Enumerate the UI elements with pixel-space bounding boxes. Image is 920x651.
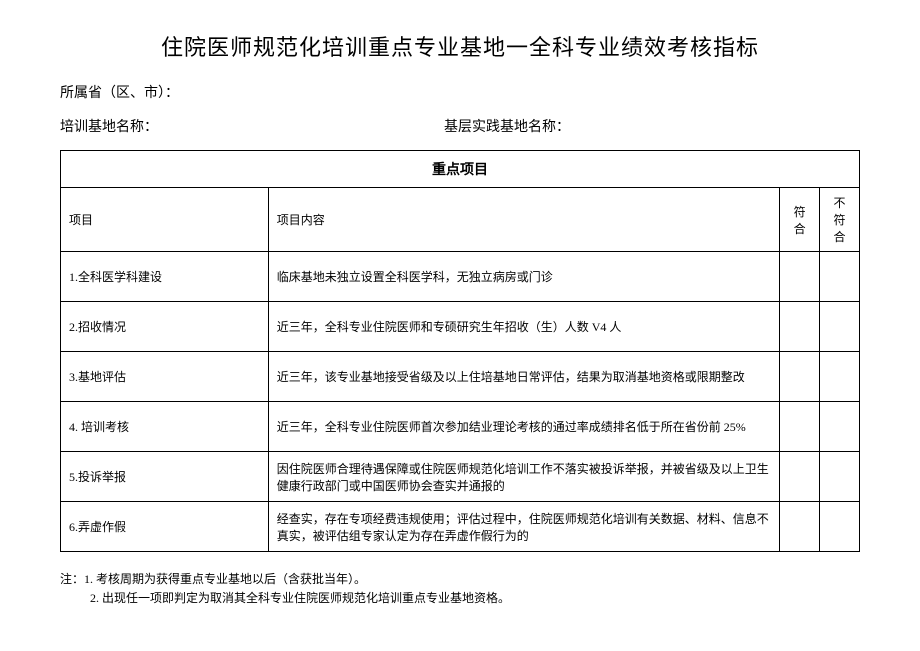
- key-items-table: 重点项目 项目 项目内容 符合 不符合 1.全科医学科建设 临床基地未独立设置全…: [60, 150, 860, 552]
- notes-block: 注：1. 考核周期为获得重点专业基地以后（含获批当年）。 2. 出现任一项即判定…: [60, 570, 860, 608]
- col-content: 项目内容: [268, 188, 779, 252]
- meta-row: 培训基地名称： 基层实践基地名称：: [60, 116, 860, 136]
- note-line-2: 2. 出现任一项即判定为取消其全科专业住院医师规范化培训重点专业基地资格。: [60, 589, 860, 608]
- cell-fail: [820, 252, 860, 302]
- table-row: 6.弄虚作假 经查实，存在专项经费违规使用；评估过程中，住院医师规范化培训有关数…: [61, 502, 860, 552]
- cell-project: 4. 培训考核: [61, 402, 269, 452]
- base-name-label: 培训基地名称：: [60, 116, 444, 136]
- cell-fail: [820, 452, 860, 502]
- page-title: 住院医师规范化培训重点专业基地一全科专业绩效考核指标: [60, 30, 860, 62]
- cell-pass: [780, 502, 820, 552]
- cell-pass: [780, 352, 820, 402]
- table-row: 1.全科医学科建设 临床基地未独立设置全科医学科，无独立病房或门诊: [61, 252, 860, 302]
- cell-project: 2.招收情况: [61, 302, 269, 352]
- cell-project: 1.全科医学科建设: [61, 252, 269, 302]
- col-pass: 符合: [780, 188, 820, 252]
- cell-content: 经查实，存在专项经费违规使用；评估过程中，住院医师规范化培训有关数据、材料、信息…: [268, 502, 779, 552]
- cell-pass: [780, 402, 820, 452]
- section-header-row: 重点项目: [61, 151, 860, 188]
- cell-content: 近三年，全科专业住院医师首次参加结业理论考核的通过率成绩排名低于所在省份前 25…: [268, 402, 779, 452]
- table-row: 5.投诉举报 因住院医师合理待遇保障或住院医师规范化培训工作不落实被投诉举报，并…: [61, 452, 860, 502]
- table-row: 4. 培训考核 近三年，全科专业住院医师首次参加结业理论考核的通过率成绩排名低于…: [61, 402, 860, 452]
- col-project: 项目: [61, 188, 269, 252]
- cell-fail: [820, 502, 860, 552]
- cell-project: 6.弄虚作假: [61, 502, 269, 552]
- section-header: 重点项目: [61, 151, 860, 188]
- cell-content: 因住院医师合理待遇保障或住院医师规范化培训工作不落实被投诉举报，并被省级及以上卫…: [268, 452, 779, 502]
- table-row: 3.基地评估 近三年，该专业基地接受省级及以上住培基地日常评估，结果为取消基地资…: [61, 352, 860, 402]
- cell-fail: [820, 352, 860, 402]
- note-line-1: 注：1. 考核周期为获得重点专业基地以后（含获批当年）。: [60, 570, 860, 589]
- table-row: 2.招收情况 近三年，全科专业住院医师和专硕研究生年招收（生）人数 V4 人: [61, 302, 860, 352]
- practice-base-label: 基层实践基地名称：: [444, 116, 860, 136]
- cell-content: 近三年，全科专业住院医师和专硕研究生年招收（生）人数 V4 人: [268, 302, 779, 352]
- cell-content: 临床基地未独立设置全科医学科，无独立病房或门诊: [268, 252, 779, 302]
- column-header-row: 项目 项目内容 符合 不符合: [61, 188, 860, 252]
- cell-fail: [820, 302, 860, 352]
- cell-pass: [780, 302, 820, 352]
- cell-content: 近三年，该专业基地接受省级及以上住培基地日常评估，结果为取消基地资格或限期整改: [268, 352, 779, 402]
- cell-pass: [780, 252, 820, 302]
- col-fail: 不符合: [820, 188, 860, 252]
- cell-project: 5.投诉举报: [61, 452, 269, 502]
- cell-project: 3.基地评估: [61, 352, 269, 402]
- region-label: 所属省（区、市）：: [60, 82, 860, 102]
- cell-pass: [780, 452, 820, 502]
- cell-fail: [820, 402, 860, 452]
